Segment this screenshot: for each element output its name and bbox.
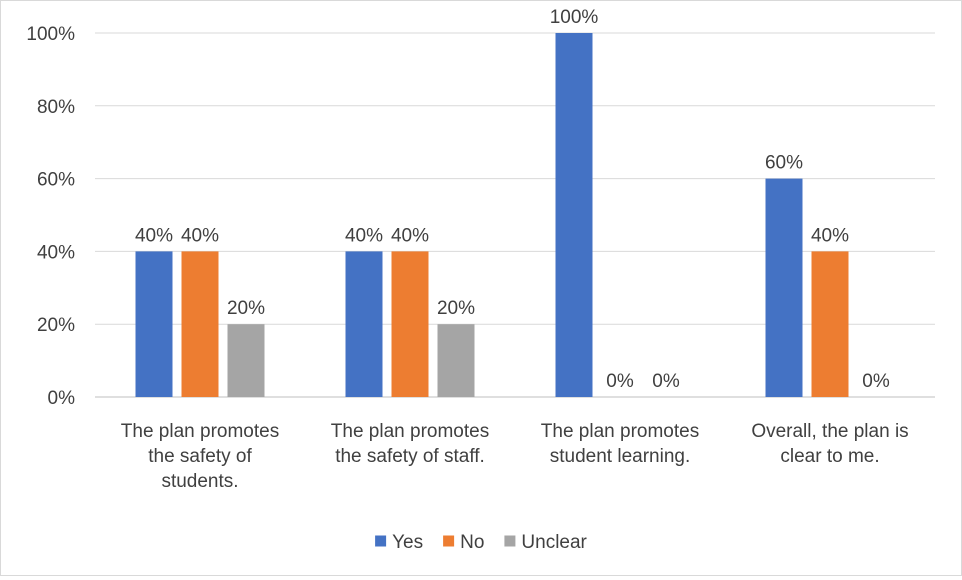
bar-unclear <box>437 324 475 397</box>
gridlines <box>95 32 935 398</box>
data-label: 40% <box>181 225 219 246</box>
data-label: 0% <box>862 371 890 392</box>
y-tick-label: 100% <box>26 24 75 45</box>
data-label: 100% <box>550 7 599 28</box>
bar-no <box>811 251 849 397</box>
legend-item: Unclear <box>504 532 588 553</box>
category-label: The plan promotes <box>331 421 489 442</box>
legend-label: Yes <box>392 532 423 553</box>
data-label: 0% <box>606 371 634 392</box>
category-label: The plan promotes <box>121 421 279 442</box>
legend-label: No <box>460 532 484 553</box>
y-tick-label: 80% <box>37 97 75 118</box>
x-axis-category-labels: The plan promotes the safety of students. T… <box>121 421 909 492</box>
data-label: 0% <box>652 371 680 392</box>
bar-yes <box>555 33 593 397</box>
bar-yes <box>345 251 383 397</box>
category-label: The plan promotes <box>541 421 699 442</box>
bar-no <box>391 251 429 397</box>
category-label: the safety of <box>148 446 252 467</box>
data-label: 40% <box>345 225 383 246</box>
data-label: 60% <box>765 153 803 174</box>
legend: Yes No Unclear <box>375 532 588 553</box>
bar-no <box>181 251 219 397</box>
legend-swatch <box>443 535 455 547</box>
y-tick-label: 40% <box>37 242 75 263</box>
bar-yes <box>765 178 803 397</box>
legend-item: No <box>443 532 484 553</box>
data-label: 40% <box>391 225 429 246</box>
category-label: student learning. <box>550 446 691 467</box>
data-label: 40% <box>811 225 849 246</box>
bar-yes <box>135 251 173 397</box>
y-tick-label: 60% <box>37 170 75 191</box>
legend-item: Yes <box>375 532 423 553</box>
legend-label: Unclear <box>521 532 587 553</box>
y-tick-label: 0% <box>48 388 76 409</box>
data-label: 40% <box>135 225 173 246</box>
data-label: 20% <box>437 298 475 319</box>
data-labels: 40% 40% 20% 40% 40% 20% 100% 0% 0% 60% 40% 0% <box>135 7 890 392</box>
y-tick-label: 20% <box>37 315 75 336</box>
category-label: the safety of staff. <box>335 446 485 467</box>
category-label: students. <box>161 471 238 492</box>
data-label: 20% <box>227 298 265 319</box>
bars <box>135 33 849 397</box>
category-label: clear to me. <box>780 446 879 467</box>
bar-unclear <box>227 324 265 397</box>
category-label: Overall, the plan is <box>751 421 908 442</box>
legend-swatch <box>375 535 387 547</box>
y-axis-tick-labels: 0% 20% 40% 60% 80% 100% <box>26 24 75 409</box>
legend-swatch <box>504 535 516 547</box>
